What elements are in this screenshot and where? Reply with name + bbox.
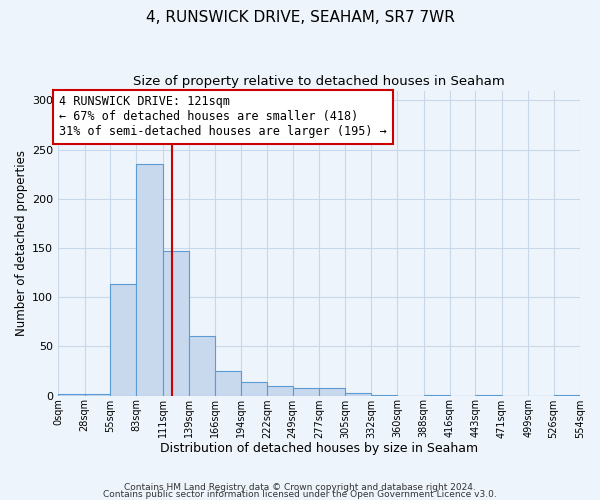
X-axis label: Distribution of detached houses by size in Seaham: Distribution of detached houses by size … <box>160 442 478 455</box>
Bar <box>241 382 267 396</box>
Bar <box>319 388 346 396</box>
Text: Contains HM Land Registry data © Crown copyright and database right 2024.: Contains HM Land Registry data © Crown c… <box>124 484 476 492</box>
Bar <box>163 251 189 396</box>
Title: Size of property relative to detached houses in Seaham: Size of property relative to detached ho… <box>133 75 505 88</box>
Bar <box>371 394 397 396</box>
Bar <box>293 388 319 396</box>
Bar <box>189 336 215 396</box>
Bar <box>58 394 85 396</box>
Text: 4, RUNSWICK DRIVE, SEAHAM, SR7 7WR: 4, RUNSWICK DRIVE, SEAHAM, SR7 7WR <box>146 10 454 25</box>
Bar <box>267 386 293 396</box>
Bar <box>554 394 580 396</box>
Bar <box>85 394 110 396</box>
Bar <box>136 164 163 396</box>
Y-axis label: Number of detached properties: Number of detached properties <box>15 150 28 336</box>
Bar <box>346 392 371 396</box>
Bar <box>215 371 241 396</box>
Text: Contains public sector information licensed under the Open Government Licence v3: Contains public sector information licen… <box>103 490 497 499</box>
Bar <box>475 394 502 396</box>
Bar <box>424 394 450 396</box>
Bar <box>110 284 136 396</box>
Text: 4 RUNSWICK DRIVE: 121sqm
← 67% of detached houses are smaller (418)
31% of semi-: 4 RUNSWICK DRIVE: 121sqm ← 67% of detach… <box>59 96 387 138</box>
